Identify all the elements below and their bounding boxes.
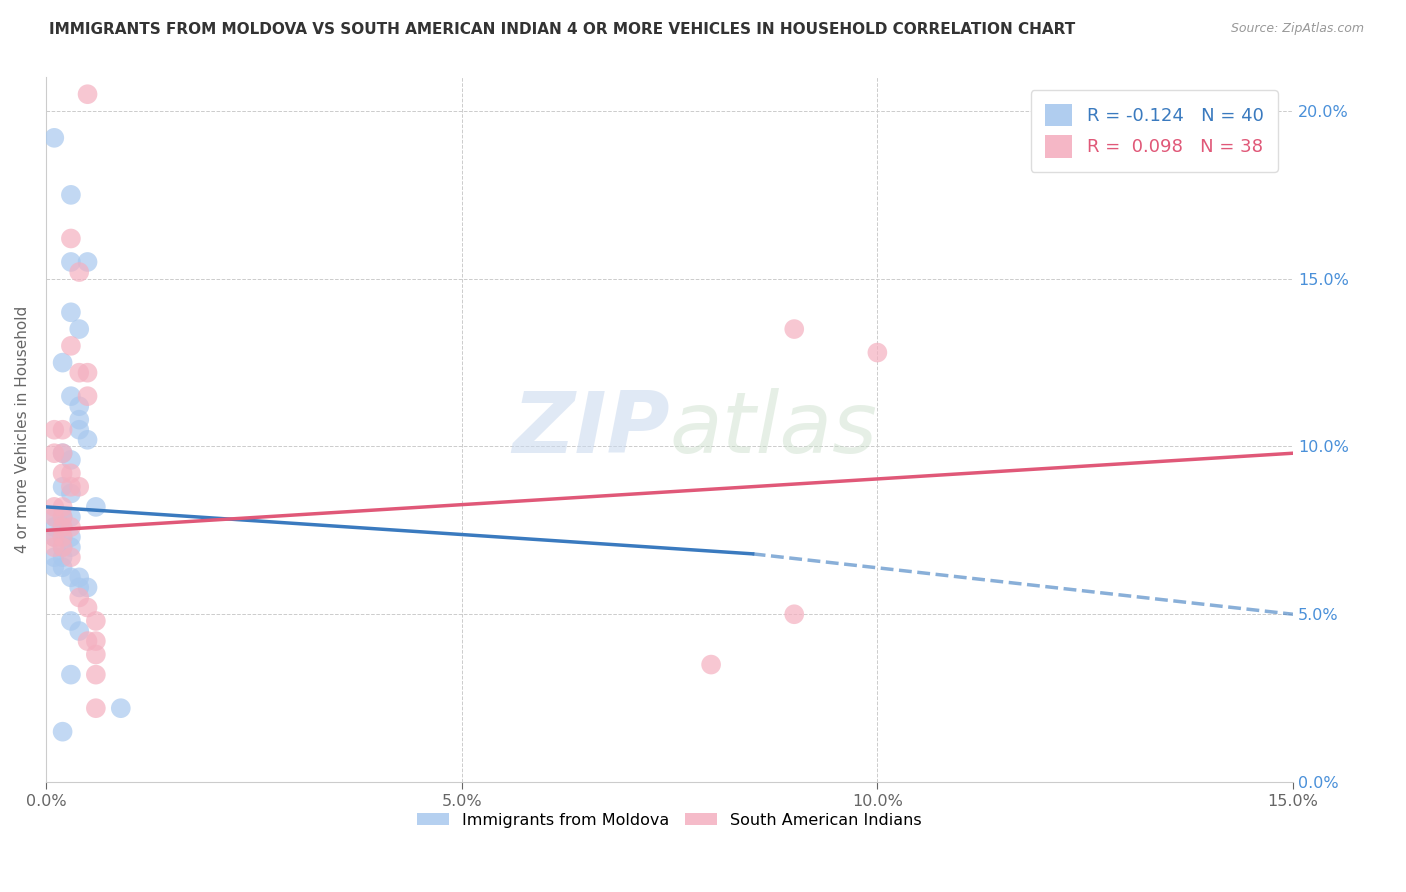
Point [84,500,107,514]
Point [52,446,75,460]
Point [76,433,98,447]
Point [59,453,82,467]
Point [59,255,82,269]
Point [700,657,723,672]
Point [76,255,98,269]
Point [59,231,82,245]
Point [59,540,82,554]
Text: Source: ZipAtlas.com: Source: ZipAtlas.com [1230,22,1364,36]
Point [44,446,66,460]
Point [59,510,82,524]
Point [44,131,66,145]
Point [44,500,66,514]
Point [110,701,132,715]
Point [44,510,66,524]
Point [52,510,75,524]
Point [52,423,75,437]
Point [67,480,90,494]
Point [59,305,82,319]
Point [52,510,75,524]
Point [52,560,75,574]
Point [783,607,806,622]
Point [59,614,82,628]
Point [84,701,107,715]
Point [67,423,90,437]
Point [84,634,107,648]
Point [76,600,98,615]
Y-axis label: 4 or more Vehicles in Household: 4 or more Vehicles in Household [15,306,30,553]
Point [44,530,66,544]
Point [52,446,75,460]
Point [67,624,90,638]
Point [44,550,66,565]
Point [59,550,82,565]
Point [44,560,66,574]
Point [52,520,75,534]
Point [76,87,98,102]
Point [52,356,75,370]
Point [52,520,75,534]
Point [52,540,75,554]
Point [44,540,66,554]
Point [52,500,75,514]
Point [783,322,806,336]
Point [44,530,66,544]
Point [59,570,82,584]
Point [67,581,90,595]
Point [84,614,107,628]
Point [59,520,82,534]
Point [84,667,107,681]
Text: ZIP: ZIP [512,388,669,471]
Point [44,423,66,437]
Point [67,366,90,380]
Point [52,480,75,494]
Point [84,648,107,662]
Point [52,540,75,554]
Point [67,412,90,426]
Point [59,389,82,403]
Point [59,480,82,494]
Point [59,530,82,544]
Point [59,339,82,353]
Point [44,510,66,524]
Point [52,467,75,481]
Point [52,530,75,544]
Point [76,581,98,595]
Point [76,366,98,380]
Point [76,634,98,648]
Point [76,389,98,403]
Point [59,667,82,681]
Legend: Immigrants from Moldova, South American Indians: Immigrants from Moldova, South American … [411,806,928,834]
Text: atlas: atlas [669,388,877,471]
Point [67,399,90,413]
Point [67,265,90,279]
Point [67,591,90,605]
Point [44,520,66,534]
Point [52,550,75,565]
Point [52,530,75,544]
Point [52,724,75,739]
Point [59,467,82,481]
Point [59,486,82,500]
Point [67,570,90,584]
Text: IMMIGRANTS FROM MOLDOVA VS SOUTH AMERICAN INDIAN 4 OR MORE VEHICLES IN HOUSEHOLD: IMMIGRANTS FROM MOLDOVA VS SOUTH AMERICA… [49,22,1076,37]
Point [67,322,90,336]
Point [59,187,82,202]
Point [866,345,889,359]
